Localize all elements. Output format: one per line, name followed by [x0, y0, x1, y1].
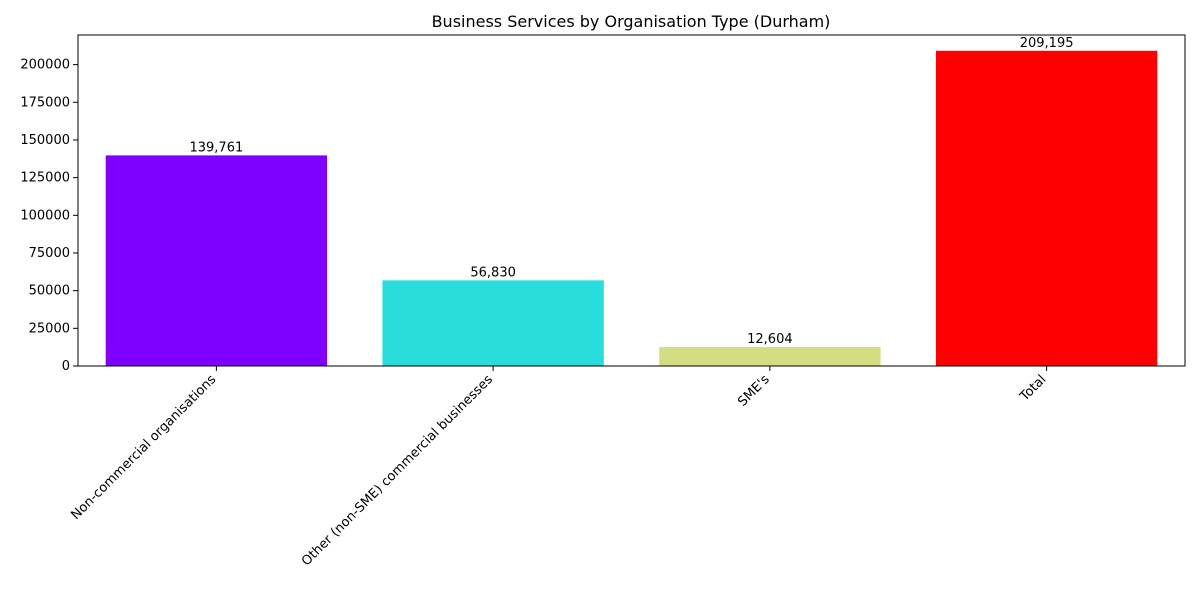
y-tick-label: 125000 [20, 171, 70, 186]
plot-frame [77, 34, 1186, 367]
y-tick-label: 175000 [20, 95, 70, 110]
x-tick-label: Non-commercial organisations [69, 372, 220, 523]
y-tick-label: 200000 [20, 58, 70, 73]
x-tick-label: SME's [735, 372, 773, 410]
bar-value-label: 209,195 [1020, 36, 1074, 51]
x-axis: Non-commercial organisations Other (non-S… [69, 366, 1050, 569]
bar [659, 347, 881, 366]
y-axis: 0 25000 50000 75000 100000 125000 150000 175000… [20, 58, 78, 374]
x-tick-label: Total [1017, 372, 1050, 405]
chart-title: Business Services by Organisation Type (… [432, 12, 831, 31]
y-tick-label: 50000 [29, 284, 70, 299]
bar [105, 155, 328, 366]
bar [935, 50, 1158, 366]
y-tick-label: 0 [62, 359, 70, 374]
y-tick-label: 100000 [20, 208, 70, 223]
x-tick-label: Other (non-SME) commercial businesses [299, 372, 496, 569]
bar-value-label: 12,604 [747, 332, 793, 347]
y-tick-label: 150000 [20, 133, 70, 148]
bar-value-label: 139,761 [189, 140, 243, 155]
y-tick-label: 75000 [29, 246, 70, 261]
bar [382, 280, 604, 366]
bar-value-label: 56,830 [470, 265, 516, 280]
value-labels: 139,761 56,830 12,604 209,195 [189, 36, 1073, 347]
bars [105, 50, 1158, 366]
y-tick-label: 25000 [29, 321, 70, 336]
